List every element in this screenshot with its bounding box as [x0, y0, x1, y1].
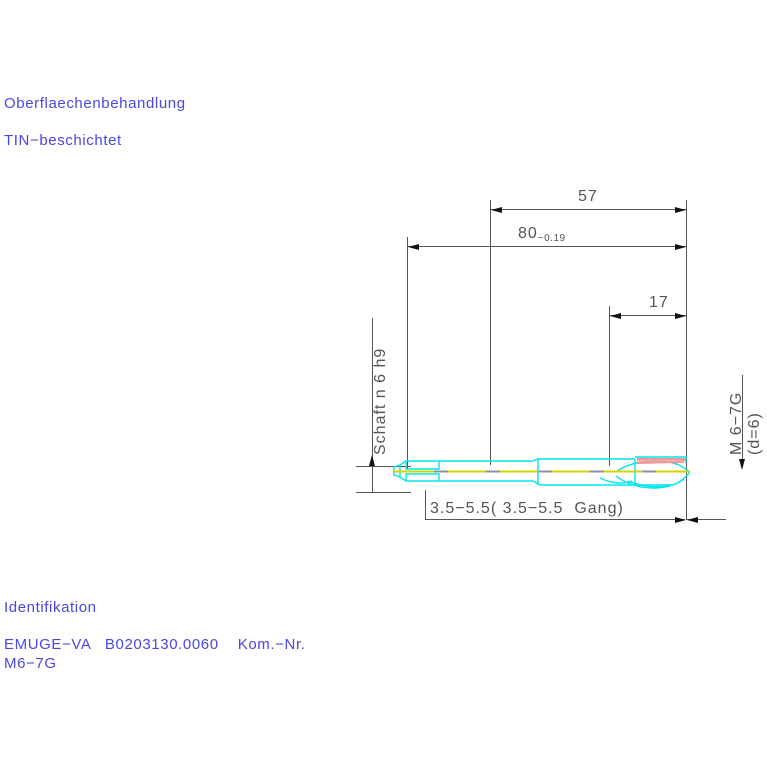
- identification-heading: Identifikation: [4, 599, 97, 616]
- identification-line-1: EMUGE−VA B0203130.0060 Kom.−Nr.: [4, 636, 306, 653]
- arrow-thread-range-right: [675, 517, 686, 523]
- arrow-thread-range-far-right: [687, 517, 698, 523]
- dimension-line-thread-range: [425, 519, 685, 520]
- dimension-label-80-value: 80: [518, 225, 538, 242]
- arrow-80-right: [675, 244, 686, 250]
- dimension-line-thread-spec: [742, 375, 743, 467]
- tool-thread-fill: [637, 459, 684, 463]
- leader-line-shank-top: [356, 466, 411, 467]
- extension-line-thread-range-left: [425, 490, 426, 520]
- surface-treatment-heading: Oberflaechenbehandlung: [4, 95, 186, 112]
- dimension-label-80-tolerance: −0.19: [537, 233, 566, 244]
- arrow-80-left: [408, 244, 419, 250]
- arrow-57-right: [675, 207, 686, 213]
- dimension-label-17: 17: [649, 294, 669, 311]
- dimension-line-thread-range-far-right: [686, 519, 726, 520]
- tool-flute-curves: [599, 460, 690, 489]
- dimension-label-80: 80−0.19: [518, 225, 566, 244]
- extension-line-right-common: [686, 200, 687, 520]
- dimension-line-57: [490, 209, 686, 210]
- arrow-17-left: [610, 313, 621, 319]
- dimension-label-57: 57: [578, 188, 598, 205]
- arrow-17-right: [675, 313, 686, 319]
- arrow-57-left: [491, 207, 502, 213]
- dimension-label-thread-range: 3.5−5.5( 3.5−5.5 Gang): [430, 500, 624, 517]
- dimension-line-80: [407, 246, 686, 247]
- surface-treatment-value: TIN−beschichtet: [4, 132, 122, 149]
- extension-line-17-left: [609, 306, 610, 466]
- leader-line-shank-bottom: [356, 492, 411, 493]
- extension-line-57-left: [490, 200, 491, 465]
- arrow-thread-spec: [739, 459, 745, 470]
- extension-line-80-left: [407, 237, 408, 469]
- dimension-line-shank: [372, 318, 373, 493]
- dimension-line-17: [609, 315, 686, 316]
- arrow-shank-top: [369, 455, 375, 466]
- identification-line-2: M6−7G: [4, 655, 57, 672]
